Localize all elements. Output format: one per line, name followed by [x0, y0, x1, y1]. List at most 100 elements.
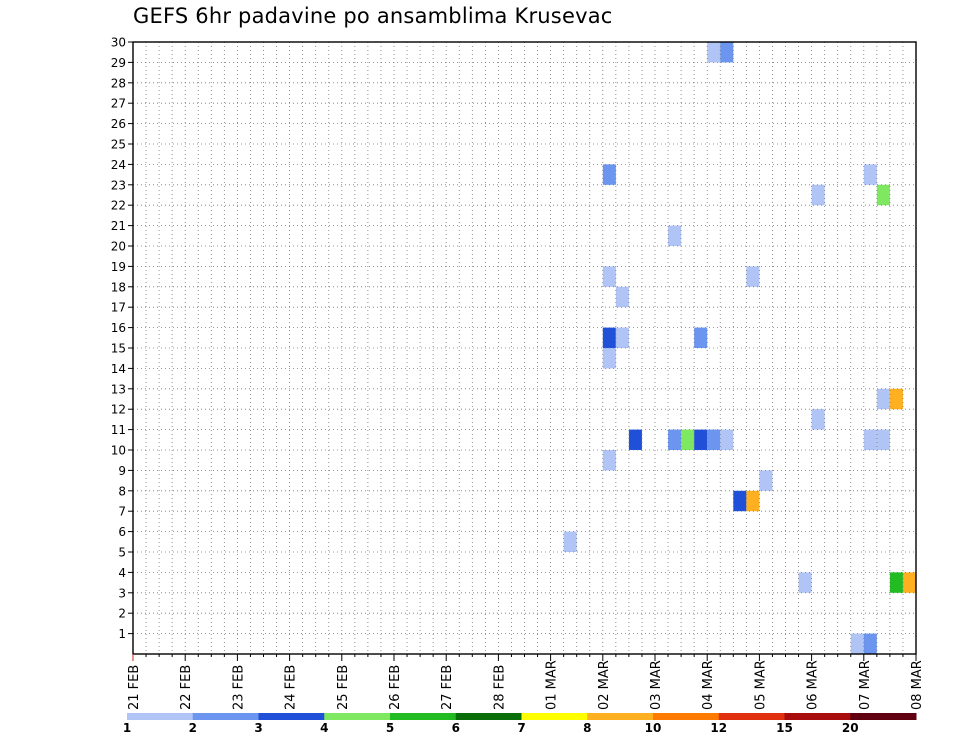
- data-cell-27: [602, 450, 616, 471]
- data-cell-36: [863, 633, 877, 654]
- x-tick-label-11: 04 MAR: [701, 660, 716, 710]
- y-tick-label-21: 21: [111, 219, 126, 233]
- legend-label-7: 8: [583, 721, 591, 735]
- grid-layer: [133, 42, 916, 654]
- legend-swatch-6: [521, 713, 588, 720]
- legend-swatch-0: [127, 713, 194, 720]
- data-cell-8: [746, 266, 760, 287]
- y-tick-label-23: 23: [111, 178, 126, 192]
- legend-swatch-8: [653, 713, 720, 720]
- y-tick-label-9: 9: [118, 464, 126, 478]
- data-cell-21: [681, 429, 695, 450]
- y-tick-label-14: 14: [111, 362, 126, 376]
- legend-label-2: 3: [254, 721, 262, 735]
- x-tick-label-14: 07 MAR: [858, 660, 873, 710]
- data-cell-28: [759, 470, 773, 491]
- data-cell-0: [707, 42, 721, 63]
- legend-label-10: 15: [776, 721, 793, 735]
- data-cell-24: [720, 429, 734, 450]
- y-tick-label-2: 2: [118, 607, 126, 621]
- y-tick-label-11: 11: [111, 423, 126, 437]
- x-tick-label-10: 03 MAR: [649, 660, 664, 710]
- legend-swatch-11: [850, 713, 917, 720]
- legend-label-11: 20: [842, 721, 859, 735]
- data-cell-12: [602, 327, 616, 348]
- y-tick-label-6: 6: [118, 525, 126, 539]
- data-cell-10: [615, 286, 629, 308]
- data-cell-34: [902, 572, 916, 593]
- y-tick-label-30: 30: [111, 36, 126, 50]
- y-tick-label-5: 5: [118, 546, 126, 560]
- axes-layer: 1234567891011121314151617181920212223242…: [111, 36, 925, 711]
- data-cell-14: [694, 327, 708, 348]
- legend-swatch-1: [192, 713, 259, 720]
- legend-swatch-9: [718, 713, 785, 720]
- data-cell-22: [694, 429, 708, 450]
- data-cell-3: [811, 184, 825, 206]
- data-cell-17: [889, 388, 903, 410]
- legend-label-0: 1: [123, 721, 131, 735]
- legend-label-1: 2: [189, 721, 197, 735]
- x-tick-label-4: 25 FEB: [336, 665, 351, 710]
- data-cell-15: [602, 348, 616, 369]
- y-tick-label-15: 15: [111, 342, 126, 356]
- legend-swatch-5: [455, 713, 522, 720]
- data-cell-4: [863, 164, 877, 185]
- legend-label-5: 6: [452, 721, 460, 735]
- data-cell-13: [615, 327, 629, 348]
- legend-label-8: 10: [645, 721, 662, 735]
- y-tick-label-28: 28: [111, 76, 126, 90]
- legend-layer: 1 2 3 4 5 6 7 8 10 12 15 20: [123, 713, 917, 735]
- x-tick-label-15: 08 MAR: [910, 660, 925, 710]
- x-tick-label-8: 01 MAR: [545, 660, 560, 710]
- legend-label-3: 4: [320, 721, 328, 735]
- data-cell-32: [798, 572, 812, 593]
- data-cell-33: [889, 572, 903, 593]
- x-tick-label-9: 02 MAR: [597, 660, 612, 710]
- data-cell-1: [720, 42, 734, 63]
- legend-label-9: 12: [710, 721, 727, 735]
- cells-layer: [563, 42, 916, 654]
- y-tick-label-8: 8: [118, 484, 126, 498]
- data-cell-5: [876, 184, 890, 206]
- data-cell-35: [850, 633, 864, 654]
- x-tick-label-2: 23 FEB: [231, 665, 246, 710]
- chart-title: GEFS 6hr padavine po ansamblima Krusevac: [133, 4, 613, 28]
- y-tick-label-22: 22: [111, 199, 126, 213]
- data-cell-26: [876, 429, 890, 450]
- legend-swatch-7: [587, 713, 654, 720]
- data-cell-2: [602, 164, 616, 185]
- legend-label-4: 5: [386, 721, 394, 735]
- legend-label-6: 7: [517, 721, 525, 735]
- data-cell-16: [876, 388, 890, 410]
- data-cell-25: [863, 429, 877, 450]
- data-cell-20: [668, 429, 682, 450]
- data-cell-7: [602, 266, 616, 287]
- y-tick-label-29: 29: [111, 56, 126, 70]
- x-tick-label-13: 06 MAR: [806, 660, 821, 710]
- y-tick-label-1: 1: [118, 627, 126, 641]
- y-tick-label-17: 17: [111, 301, 126, 315]
- data-cell-19: [628, 429, 642, 450]
- x-tick-label-7: 28 FEB: [492, 665, 507, 710]
- y-tick-label-13: 13: [111, 382, 126, 396]
- y-tick-label-3: 3: [118, 586, 126, 600]
- y-tick-label-26: 26: [111, 117, 126, 131]
- y-tick-label-19: 19: [111, 260, 126, 274]
- y-tick-label-20: 20: [111, 240, 126, 254]
- legend-swatch-3: [324, 713, 391, 720]
- y-tick-label-10: 10: [111, 444, 126, 458]
- data-cell-31: [563, 531, 577, 552]
- x-tick-label-0: 21 FEB: [127, 665, 142, 710]
- x-tick-label-1: 22 FEB: [179, 665, 194, 710]
- y-tick-label-4: 4: [118, 566, 126, 580]
- y-tick-label-25: 25: [111, 138, 126, 152]
- legend-swatch-2: [258, 713, 325, 720]
- data-cell-30: [746, 490, 760, 512]
- legend-swatch-10: [784, 713, 851, 720]
- y-tick-label-16: 16: [111, 321, 126, 335]
- x-tick-label-12: 05 MAR: [753, 660, 768, 710]
- y-tick-label-24: 24: [111, 158, 126, 172]
- y-tick-label-12: 12: [111, 403, 126, 417]
